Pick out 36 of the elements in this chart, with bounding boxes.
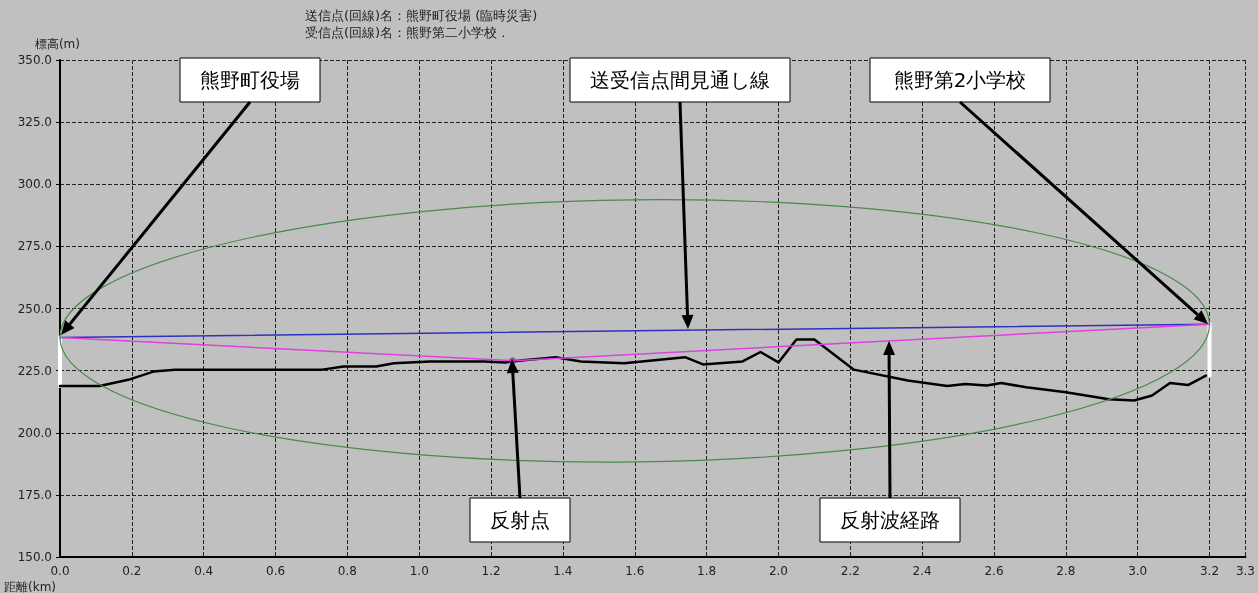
- y-tick-label: 350.0: [17, 53, 52, 67]
- x-tick-label: 2.6: [984, 564, 1004, 578]
- x-tick-label: 1.4: [553, 564, 573, 578]
- y-tick-label: 150.0: [17, 550, 52, 564]
- x-tick-label: 2.8: [1056, 564, 1076, 578]
- x-tick-label: 1.0: [409, 564, 429, 578]
- x-tick-label: 0.8: [337, 564, 357, 578]
- x-tick-label: 1.8: [697, 564, 717, 578]
- annotation: 送受信点間見通し線: [590, 68, 770, 92]
- x-tick-label: 3.2: [1199, 564, 1220, 578]
- chart-title: 送信点(回線)名：熊野町役場 (臨時災害): [305, 8, 538, 23]
- annotation: 反射波経路: [840, 508, 940, 532]
- annotation: 反射点: [490, 508, 550, 532]
- x-tick-label: 0.4: [194, 564, 214, 578]
- y-tick-label: 325.0: [17, 115, 52, 130]
- x-tick-label: 0.0: [50, 564, 70, 578]
- chart-subtitle: 受信点(回線)名：熊野第二小学校 .: [305, 25, 506, 40]
- x-tick-label: 0.2: [122, 564, 142, 578]
- x-tick-label: 1.6: [625, 564, 645, 578]
- x-tick-label: 3.0: [1128, 564, 1148, 578]
- x-tick-label: 0.6: [265, 564, 286, 578]
- y-tick-label: 250.0: [17, 301, 52, 316]
- y-axis-title: 標高(m): [34, 37, 80, 51]
- x-tick-label: 2.4: [912, 564, 932, 578]
- annotation: 熊野第2小学校: [893, 68, 1027, 92]
- x-tick-label: 3.3: [1235, 564, 1255, 578]
- x-tick-label: 2.2: [840, 564, 860, 578]
- y-tick-label: 275.0: [17, 239, 52, 254]
- y-tick-label: 225.0: [17, 363, 52, 378]
- y-tick-label: 175.0: [17, 487, 52, 502]
- y-tick-label: 300.0: [17, 177, 52, 192]
- x-tick-label: 1.2: [481, 564, 501, 578]
- x-tick-label: 2.0: [768, 564, 789, 578]
- x-axis-title: 距離(km): [4, 580, 57, 593]
- annotation: 熊野町役場: [200, 68, 300, 92]
- y-tick-label: 200.0: [17, 425, 52, 440]
